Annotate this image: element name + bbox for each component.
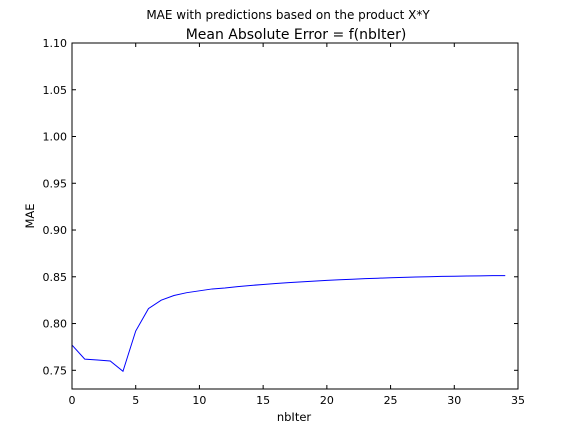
x-tick-label-1: 5 [132, 394, 139, 407]
y-tick-label-5: 1.00 [43, 131, 68, 144]
series-line-0 [71, 275, 506, 373]
x-tick-label-3: 15 [256, 394, 270, 407]
y-tick-label-6: 1.05 [43, 84, 68, 97]
figure-suptitle: MAE with predictions based on the produc… [146, 8, 430, 22]
plot-lines [71, 275, 506, 373]
chart-title: Mean Absolute Error = f(nbIter) [186, 27, 407, 43]
y-tick-label-2: 0.85 [43, 271, 68, 284]
axis-ticks: 0 5 10 15 20 25 30 35 0.75 0.80 0.85 0.90 0.95 1.00 1.… [43, 37, 526, 407]
x-axis-label: nbIter [277, 410, 312, 424]
y-tick-label-4: 0.95 [43, 177, 68, 190]
y-tick-label-7: 1.10 [43, 37, 68, 50]
x-tick-label-4: 20 [320, 394, 334, 407]
x-tick-label-7: 35 [511, 394, 525, 407]
y-tick-label-0: 0.75 [43, 364, 68, 377]
x-tick-label-5: 25 [384, 394, 398, 407]
x-tick-label-2: 10 [192, 394, 206, 407]
y-tick-label-1: 0.80 [43, 318, 68, 331]
x-tick-label-0: 0 [69, 394, 76, 407]
plot-frame [71, 42, 519, 390]
x-tick-label-6: 30 [447, 394, 461, 407]
y-tick-label-3: 0.90 [43, 224, 68, 237]
y-axis-label: MAE [23, 203, 37, 228]
